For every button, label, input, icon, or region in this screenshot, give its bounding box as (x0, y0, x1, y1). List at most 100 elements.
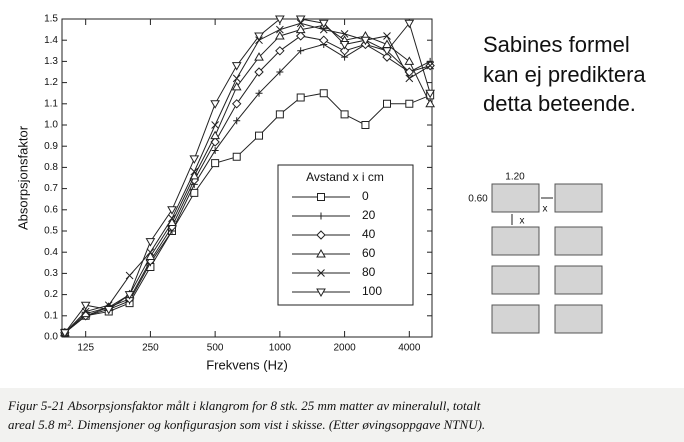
series-line (64, 22, 431, 334)
legend-label: 40 (362, 227, 376, 241)
legend-marker (317, 212, 325, 220)
legend-label: 80 (362, 265, 376, 279)
data-point (232, 99, 242, 109)
data-point (382, 47, 392, 56)
data-point (167, 206, 177, 215)
y-tick-label: 0.7 (44, 183, 58, 194)
y-tick-label: 1.1 (44, 98, 58, 109)
legend-title: Avstand x i cm (306, 170, 384, 184)
data-point (295, 15, 306, 25)
data-point (231, 81, 242, 91)
y-tick-label: 0.4 (44, 247, 58, 258)
data-point (125, 271, 134, 280)
data-point (319, 25, 328, 34)
data-point (80, 301, 91, 311)
y-tick-label: 0.8 (44, 162, 58, 173)
sketch: 1.20 0.60 x x (468, 172, 603, 334)
y-axis-label: Absorpsjonsfaktor (15, 125, 30, 230)
x-tick-label: 500 (207, 343, 224, 354)
y-tick-label: 1.3 (44, 56, 58, 67)
y-tick-label: 0.5 (44, 226, 58, 237)
data-point (295, 31, 306, 41)
data-point (168, 214, 176, 223)
panel (491, 265, 540, 295)
data-point (339, 40, 350, 50)
data-point (339, 46, 350, 56)
data-point (425, 89, 436, 99)
data-point (274, 15, 285, 25)
data-point (296, 93, 305, 102)
data-point (319, 35, 329, 45)
data-point (425, 98, 436, 108)
plot-frame (61, 18, 433, 338)
data-point (255, 131, 264, 140)
annotation: detta beteende. (483, 91, 636, 116)
y-tick-label: 1.4 (44, 35, 58, 46)
gap-label: x (543, 204, 548, 215)
data-point (383, 32, 391, 40)
data-point (275, 110, 284, 119)
y-tick-label: 1.0 (44, 120, 58, 131)
caption: areal 5.8 m². Dimensjoner og konfigurasj… (8, 417, 485, 432)
legend-marker (317, 193, 325, 201)
y-tick-label: 1.2 (44, 77, 58, 88)
legend-label: 100 (362, 284, 382, 298)
data-point (383, 99, 392, 108)
caption-background (0, 388, 684, 442)
data-point (81, 307, 90, 316)
legend-marker (316, 230, 326, 240)
data-point (361, 121, 370, 129)
panel (491, 183, 540, 213)
data-point (295, 24, 306, 34)
panel (554, 183, 603, 213)
panel (554, 265, 603, 295)
y-tick-label: 1.5 (44, 14, 58, 25)
data-point (405, 99, 414, 108)
data-point (211, 159, 220, 168)
x-axis-label: Frekvens (Hz) (206, 357, 288, 372)
data-point (254, 67, 264, 77)
data-point (124, 291, 135, 300)
data-point (404, 19, 415, 29)
x-tick-label: 1000 (269, 343, 292, 354)
data-point (211, 146, 219, 154)
legend-label: 0 (362, 189, 369, 203)
data-point (297, 47, 305, 55)
legend-marker (316, 248, 326, 258)
data-point (189, 155, 200, 164)
data-point (254, 52, 264, 61)
data-point (319, 89, 328, 98)
data-point (404, 56, 415, 65)
data-point (276, 68, 284, 76)
panel (491, 304, 540, 334)
data-point (145, 251, 156, 260)
legend-marker (317, 269, 325, 277)
data-point (145, 238, 156, 247)
series-line (64, 18, 431, 334)
data-point (211, 121, 219, 129)
data-point (360, 36, 371, 46)
data-point (254, 32, 264, 41)
data-point (233, 117, 241, 125)
data-point (275, 46, 285, 56)
data-point (426, 61, 435, 70)
data-point (318, 19, 329, 29)
caption: Figur 5-21 Absorpsjonsfaktor målt i klan… (7, 398, 481, 413)
panel (491, 226, 540, 256)
data-point (190, 188, 199, 197)
data-point (190, 167, 199, 176)
data-point (59, 329, 70, 338)
y-tick-label: 0.1 (44, 310, 58, 321)
data-point (405, 74, 414, 83)
data-point (274, 30, 285, 40)
panel (554, 226, 603, 256)
data-point (382, 52, 392, 62)
x-tick-label: 125 (77, 343, 94, 354)
legend-label: 60 (362, 246, 376, 260)
data-point (340, 110, 349, 119)
width-label: 1.20 (505, 172, 525, 183)
y-tick-label: 0.6 (44, 204, 58, 215)
annotation: kan ej prediktera (483, 62, 646, 87)
legend-marker (316, 288, 326, 298)
